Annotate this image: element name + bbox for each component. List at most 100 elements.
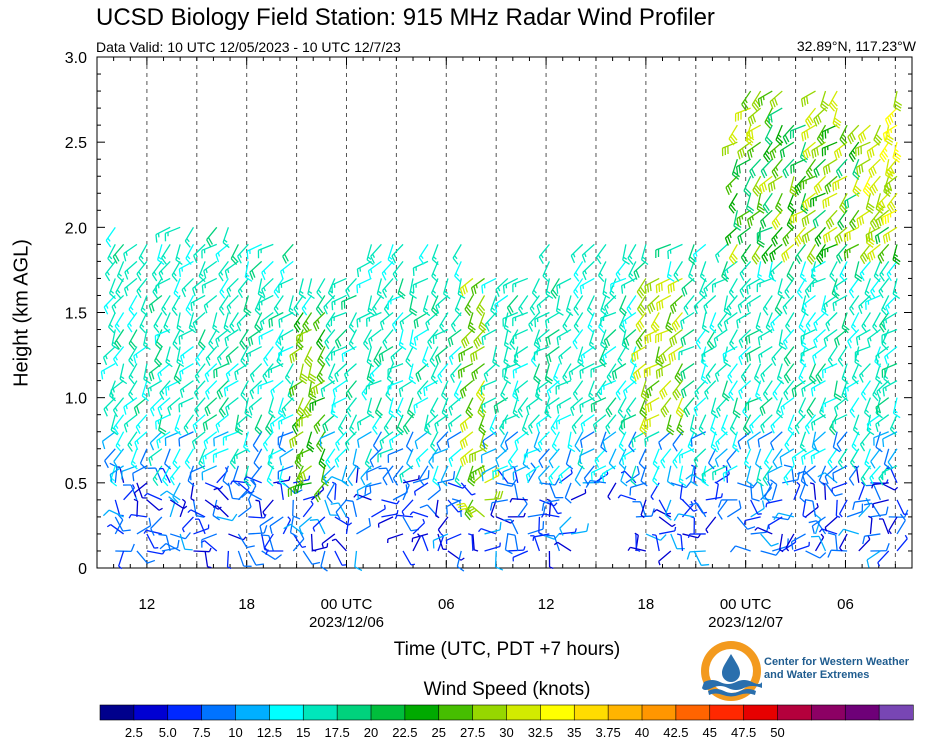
wind-barb — [448, 448, 462, 467]
barb-half-feather — [264, 356, 269, 361]
barb-half-feather — [367, 256, 372, 260]
wind-barb — [617, 397, 627, 419]
barb-half-feather — [583, 252, 587, 258]
barb-half-feather — [563, 374, 568, 379]
barb-shaft — [136, 550, 148, 564]
barb-feather — [431, 309, 438, 317]
barb-half-feather — [532, 536, 535, 541]
wind-barb — [738, 329, 752, 349]
barb-shaft — [447, 499, 459, 513]
wind-barb — [500, 431, 509, 453]
wind-barb — [811, 141, 826, 159]
barb-feather — [688, 258, 696, 266]
wind-barb — [159, 380, 171, 401]
barb-feather — [745, 132, 749, 141]
barb-half-feather — [815, 338, 818, 343]
barb-feather — [114, 342, 121, 350]
barb-feather — [820, 105, 828, 112]
wind-barb — [673, 261, 684, 282]
barb-half-feather — [765, 251, 769, 256]
barb-half-feather — [782, 405, 786, 410]
barb-shaft — [750, 499, 759, 515]
barb-shaft — [766, 499, 783, 504]
barb-half-feather — [762, 372, 766, 377]
barb-feather — [633, 352, 637, 361]
barb-feather — [829, 428, 836, 436]
wind-barb — [495, 277, 509, 297]
wind-barb — [263, 346, 274, 367]
barb-half-feather — [762, 96, 765, 101]
wind-barb — [770, 312, 783, 332]
barb-half-feather — [226, 336, 229, 341]
barb-feather — [556, 285, 559, 294]
barb-feather — [408, 378, 417, 385]
barb-feather — [732, 446, 740, 453]
barb-feather — [736, 218, 740, 227]
barb-feather — [462, 456, 466, 465]
wind-barb — [143, 492, 163, 501]
barb-half-feather — [547, 404, 551, 410]
wind-barb — [765, 312, 773, 334]
wind-barb — [810, 380, 826, 397]
barb-half-feather — [639, 337, 643, 342]
barb-feather — [413, 337, 417, 346]
wind-barb — [135, 414, 148, 435]
wind-barb — [432, 465, 440, 487]
barb-feather — [321, 480, 329, 487]
wind-barb — [780, 397, 795, 416]
wind-barb — [558, 346, 572, 365]
barb-feather — [596, 393, 602, 401]
barb-feather — [290, 532, 298, 538]
barb-feather — [479, 446, 487, 453]
barb-feather — [620, 307, 628, 314]
barb-half-feather — [164, 324, 169, 328]
barb-feather — [762, 478, 769, 486]
barb-feather — [793, 387, 797, 396]
barb-shaft — [785, 533, 795, 549]
barb-half-feather — [383, 270, 387, 275]
barb-half-feather — [401, 320, 405, 325]
wind-barb — [728, 278, 738, 299]
wind-barb — [277, 431, 294, 446]
wind-barb — [284, 363, 294, 385]
barb-half-feather — [534, 341, 539, 346]
wind-barb — [136, 482, 147, 499]
barb-half-feather — [327, 323, 331, 328]
wind-barb — [316, 329, 326, 350]
wind-barb — [606, 363, 617, 384]
barb-half-feather — [701, 375, 706, 380]
wind-barb — [413, 397, 429, 414]
wind-barb — [392, 484, 408, 501]
barb-feather — [659, 391, 664, 400]
barb-feather — [724, 237, 729, 246]
barb-half-feather — [107, 237, 111, 242]
wind-barb — [548, 465, 560, 486]
barb-shaft — [165, 535, 171, 552]
wind-barb — [412, 277, 429, 293]
barb-shaft — [341, 465, 348, 482]
barb-feather — [156, 440, 160, 449]
wind-barb — [387, 448, 404, 463]
wind-barb — [191, 431, 206, 450]
barb-feather — [747, 134, 755, 141]
barb-shaft — [437, 533, 444, 550]
barb-half-feather — [786, 234, 790, 239]
wind-barb — [771, 226, 783, 247]
barb-shaft — [533, 431, 541, 448]
wind-barb — [475, 380, 486, 402]
barb-feather — [230, 258, 238, 265]
barb-feather — [446, 439, 450, 448]
wind-barb — [251, 465, 263, 486]
barb-half-feather — [676, 533, 682, 536]
barb-feather — [771, 358, 777, 367]
barb-shaft — [640, 499, 647, 516]
barb-half-feather — [538, 388, 541, 393]
wind-barb — [369, 363, 382, 383]
barb-half-feather — [538, 337, 542, 342]
barb-feather — [205, 391, 210, 400]
wind-barb — [244, 261, 253, 282]
barb-half-feather — [547, 319, 550, 324]
barb-feather — [545, 338, 549, 347]
wind-barb — [202, 414, 218, 432]
wind-barb — [715, 431, 728, 451]
